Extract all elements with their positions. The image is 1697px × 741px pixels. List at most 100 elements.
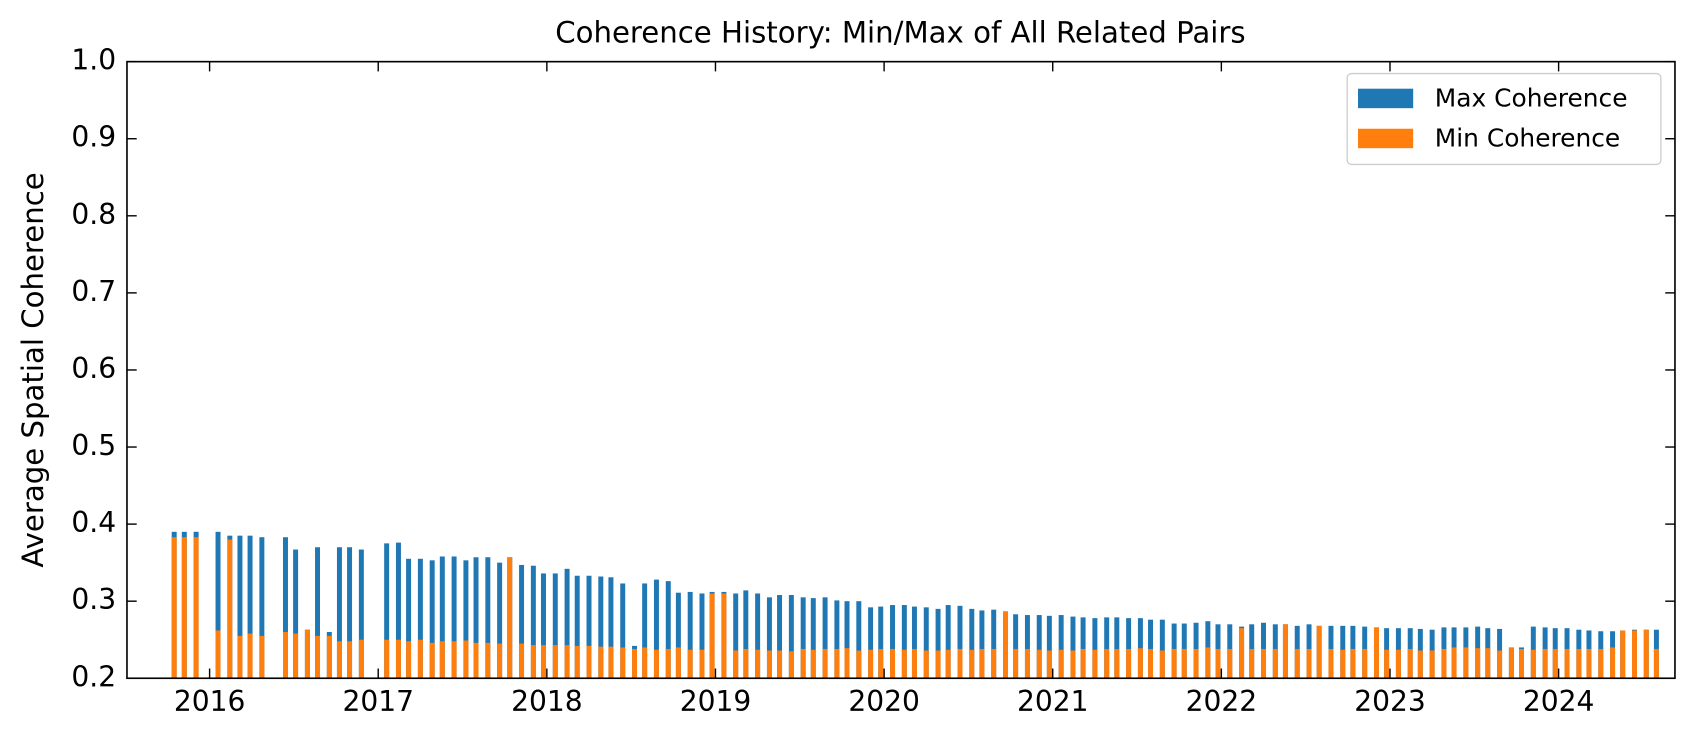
bar bbox=[1429, 650, 1435, 679]
bar bbox=[1340, 649, 1346, 679]
bar bbox=[540, 573, 546, 679]
y-tick-label: 0.9 bbox=[71, 121, 116, 154]
bar bbox=[1024, 615, 1030, 679]
bar bbox=[733, 650, 739, 679]
x-tick-label: 2019 bbox=[680, 685, 752, 718]
bar bbox=[1542, 648, 1548, 679]
bar bbox=[868, 607, 874, 679]
bar bbox=[979, 610, 985, 679]
bar bbox=[358, 639, 364, 679]
bar bbox=[1519, 648, 1524, 679]
bar bbox=[1126, 648, 1132, 679]
bar bbox=[721, 593, 727, 679]
bar bbox=[451, 556, 457, 679]
bar bbox=[901, 605, 907, 679]
bar bbox=[1485, 648, 1491, 679]
bar bbox=[822, 648, 828, 679]
bar bbox=[417, 639, 423, 679]
bar bbox=[1024, 648, 1030, 679]
bar bbox=[439, 556, 445, 679]
bar bbox=[1586, 648, 1592, 679]
bar bbox=[1205, 647, 1211, 679]
bar bbox=[632, 648, 638, 679]
bar bbox=[733, 593, 739, 679]
bar bbox=[552, 573, 558, 679]
x-tick-label: 2018 bbox=[511, 685, 583, 718]
bar bbox=[923, 607, 929, 679]
bar bbox=[1058, 615, 1064, 679]
bar bbox=[1620, 630, 1626, 679]
bar bbox=[743, 648, 749, 679]
bar bbox=[1272, 648, 1278, 679]
bar bbox=[473, 642, 479, 679]
bars bbox=[171, 531, 1659, 679]
bar bbox=[810, 649, 816, 679]
bar bbox=[519, 564, 525, 679]
bar bbox=[247, 633, 253, 679]
bar bbox=[687, 591, 693, 679]
bar bbox=[417, 558, 423, 679]
bar bbox=[665, 648, 671, 679]
bar bbox=[777, 650, 783, 679]
bar bbox=[675, 592, 681, 679]
bar bbox=[856, 601, 862, 679]
bar bbox=[788, 651, 794, 679]
bar bbox=[1239, 628, 1245, 679]
bar bbox=[485, 557, 491, 679]
bar bbox=[1508, 647, 1514, 679]
bar bbox=[304, 629, 310, 679]
bar bbox=[766, 597, 772, 679]
bar bbox=[1036, 615, 1042, 679]
bar bbox=[1013, 614, 1019, 679]
bar bbox=[1576, 648, 1582, 679]
bar bbox=[530, 645, 536, 679]
chart-title: Coherence History: Min/Max of All Relate… bbox=[555, 16, 1245, 50]
bar bbox=[564, 568, 570, 679]
bar bbox=[439, 641, 445, 679]
x-tick-label: 2023 bbox=[1354, 685, 1426, 718]
bar bbox=[969, 608, 975, 679]
legend-box bbox=[1346, 72, 1662, 166]
bar bbox=[1092, 618, 1098, 679]
y-tick-label: 1.0 bbox=[71, 44, 116, 77]
bar bbox=[247, 535, 253, 679]
bar bbox=[743, 590, 749, 679]
bar bbox=[1126, 618, 1132, 679]
bar bbox=[1092, 649, 1098, 679]
bar bbox=[709, 593, 715, 679]
bar bbox=[1046, 615, 1052, 679]
bar bbox=[665, 581, 671, 679]
bar bbox=[699, 593, 705, 679]
y-tick-label: 0.3 bbox=[71, 583, 116, 616]
bar bbox=[384, 639, 390, 679]
legend-label: Min Coherence bbox=[1435, 124, 1620, 153]
bar bbox=[1475, 648, 1481, 679]
bar bbox=[911, 606, 917, 679]
bar bbox=[552, 645, 558, 679]
bar bbox=[215, 630, 221, 679]
bar bbox=[1632, 630, 1637, 679]
bar bbox=[586, 645, 592, 679]
bar bbox=[1463, 647, 1469, 679]
bar bbox=[336, 641, 342, 679]
bar bbox=[347, 547, 353, 679]
legend-label: Max Coherence bbox=[1435, 84, 1628, 113]
x-tick-label: 2020 bbox=[848, 685, 920, 718]
bar bbox=[282, 537, 288, 679]
bar bbox=[1171, 648, 1177, 679]
bar bbox=[497, 643, 503, 679]
bar bbox=[1306, 648, 1312, 679]
bar bbox=[1159, 650, 1165, 679]
bar bbox=[1046, 650, 1052, 679]
bar bbox=[326, 635, 332, 679]
bar bbox=[991, 648, 997, 679]
bar bbox=[1564, 648, 1570, 679]
legend-swatch bbox=[1358, 128, 1414, 149]
bar bbox=[800, 648, 806, 679]
bar bbox=[429, 560, 435, 679]
bar bbox=[1417, 650, 1423, 679]
bar bbox=[1395, 649, 1401, 679]
bar bbox=[991, 609, 997, 679]
bar bbox=[293, 633, 299, 679]
